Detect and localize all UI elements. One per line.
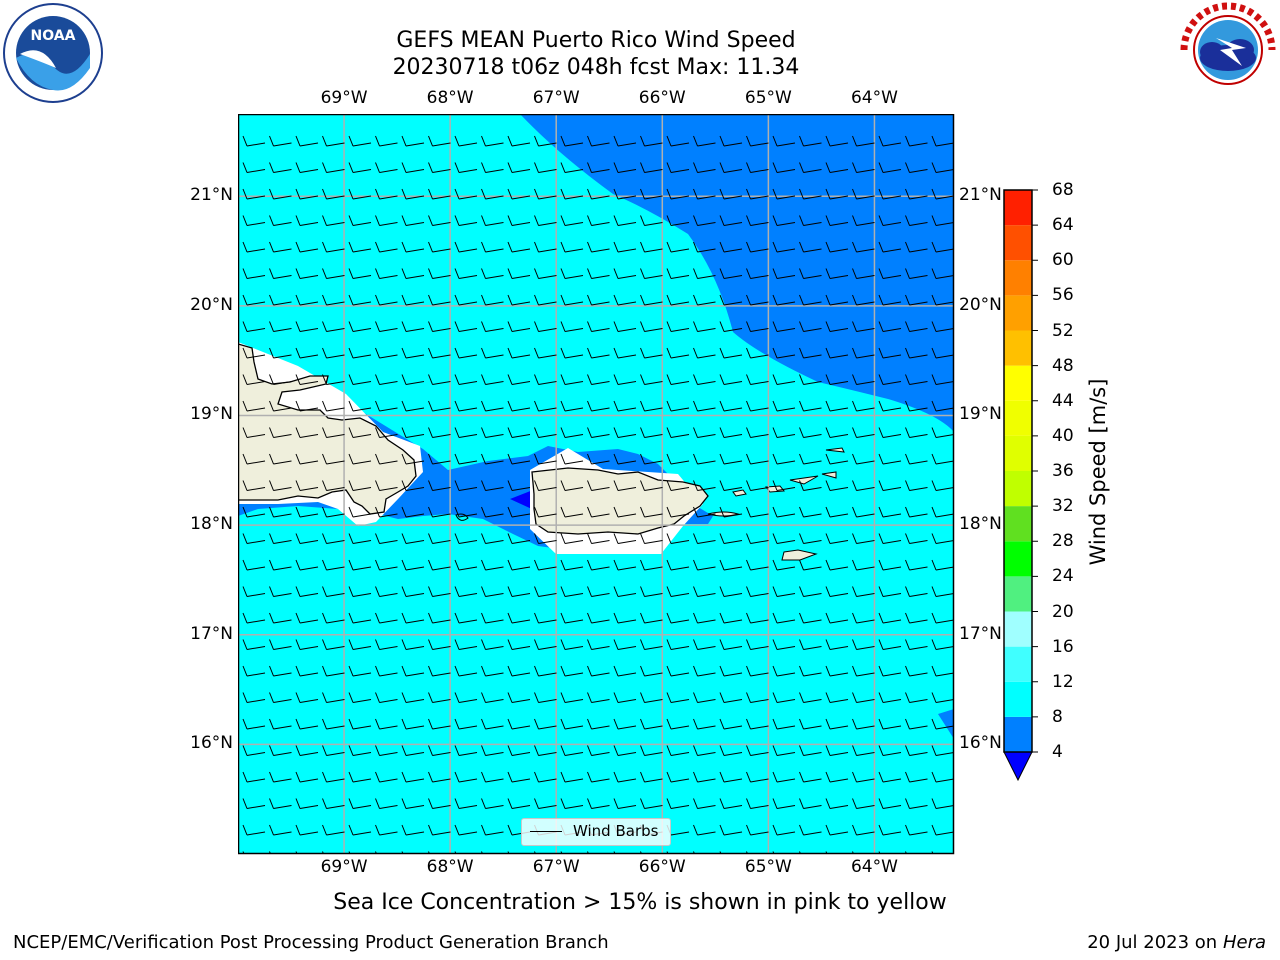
colorbar-tick-label: 40 — [1052, 425, 1074, 446]
land-islet — [455, 513, 469, 521]
lon-tick-label-bottom: 64°W — [850, 857, 898, 877]
map-title: GEFS MEAN Puerto Rico Wind Speed — [396, 28, 796, 53]
colorbar-tick-label: 12 — [1052, 671, 1074, 692]
map-subtitle: 20230718 t06z 048h fcst Max: 11.34 — [392, 55, 800, 80]
wind-barb-array — [242, 135, 954, 854]
colorbar-tick-label: 48 — [1052, 355, 1074, 376]
lon-tick-label-bottom: 69°W — [320, 857, 368, 877]
wind-field-ne-4-8 — [520, 114, 954, 432]
lon-tick-label-bottom: 67°W — [532, 857, 580, 877]
colorbar-bin — [1004, 471, 1032, 507]
colorbar-tick-label: 16 — [1052, 636, 1074, 657]
colorbar-tick-label: 60 — [1052, 250, 1074, 271]
lat-tick-label-right: 19°N — [959, 404, 1002, 425]
colorbar-tick-label: 32 — [1052, 496, 1074, 517]
lon-tick-label-bottom: 66°W — [638, 857, 686, 877]
lat-tick-label-right: 17°N — [959, 623, 1002, 644]
footer-date: 20 Jul 2023 on Hera — [1087, 932, 1266, 953]
footer-machine: Hera — [1222, 932, 1266, 953]
footer-branch: NCEP/EMC/Verification Post Processing Pr… — [13, 932, 609, 953]
lon-tick-label-top: 65°W — [744, 88, 792, 108]
nws-logo — [1180, 2, 1276, 96]
lat-tick-label-left: 16°N — [190, 733, 233, 754]
colorbar-tick-label: 20 — [1052, 601, 1074, 622]
lat-tick-label-right: 20°N — [959, 294, 1002, 315]
lat-tick-label-left: 21°N — [190, 185, 233, 206]
colorbar-bin — [1004, 541, 1032, 577]
colorbar-bin — [1004, 260, 1032, 296]
colorbar-tick-label: 24 — [1052, 566, 1074, 587]
colorbar-tick-label: 36 — [1052, 461, 1074, 481]
map-legend: Wind Barbs — [521, 818, 671, 846]
legend-barb-line — [530, 831, 562, 832]
colorbar-bin — [1004, 225, 1032, 261]
colorbar-title: Wind Speed [m/s] — [1086, 378, 1110, 566]
colorbar-bin — [1004, 295, 1032, 331]
colorbar-bin — [1004, 190, 1032, 226]
lon-tick-label-top: 66°W — [638, 88, 686, 108]
noaa-logo: NOAA — [3, 3, 103, 103]
land-puerto-rico — [531, 467, 709, 535]
colorbar-bin — [1004, 576, 1032, 612]
wind-field-se-4-8 — [938, 709, 954, 739]
colorbar-tick-label: 28 — [1052, 531, 1074, 552]
lat-tick-label-right: 16°N — [959, 733, 1002, 754]
colorbar-bin — [1004, 506, 1032, 542]
colorbar-tick-label: 4 — [1052, 742, 1063, 762]
colorbar-bin — [1004, 330, 1032, 366]
wind-field-below-4 — [510, 490, 534, 510]
lat-tick-label-left: 18°N — [190, 514, 233, 535]
lon-tick-label-top: 67°W — [532, 88, 580, 108]
lat-tick-label-left: 17°N — [190, 623, 233, 644]
colorbar-bin — [1004, 400, 1032, 436]
colorbar-tick-label: 56 — [1052, 285, 1074, 306]
lat-tick-label-right: 18°N — [959, 514, 1002, 535]
colorbar-tick-label: 68 — [1052, 180, 1074, 200]
lat-tick-label-left: 20°N — [190, 294, 233, 315]
colorbar — [1003, 189, 1038, 782]
map-panel — [238, 114, 955, 855]
land-hispaniola — [238, 343, 417, 515]
wind-barbs — [242, 135, 954, 854]
colorbar-tick-label: 52 — [1052, 320, 1074, 341]
lon-tick-label-top: 69°W — [320, 88, 368, 108]
colorbar-tick-label: 64 — [1052, 215, 1074, 236]
colorbar-bin — [1004, 646, 1032, 682]
lon-tick-label-top: 68°W — [426, 88, 474, 108]
legend-label: Wind Barbs — [573, 822, 659, 840]
colorbar-extend-arrow — [1003, 751, 1033, 782]
colorbar-bin — [1004, 365, 1032, 401]
colorbar-bin — [1004, 611, 1032, 647]
sea-ice-caption: Sea Ice Concentration > 15% is shown in … — [333, 890, 947, 915]
map-gridlines — [238, 114, 954, 854]
lat-tick-label-left: 19°N — [190, 404, 233, 425]
colorbar-bin — [1004, 681, 1032, 717]
lat-tick-label-right: 21°N — [959, 185, 1002, 206]
colorbar-tick-label: 8 — [1052, 706, 1063, 727]
lon-tick-label-bottom: 68°W — [426, 857, 474, 877]
noaa-logo-text: NOAA — [31, 28, 76, 44]
colorbar-bin — [1004, 716, 1032, 752]
map-frame — [238, 114, 955, 855]
footer-date-text: 20 Jul 2023 on — [1087, 932, 1223, 953]
colorbar-bin — [1004, 435, 1032, 471]
lon-tick-label-bottom: 65°W — [744, 857, 792, 877]
lon-tick-label-top: 64°W — [850, 88, 898, 108]
colorbar-tick-label: 44 — [1052, 390, 1074, 411]
